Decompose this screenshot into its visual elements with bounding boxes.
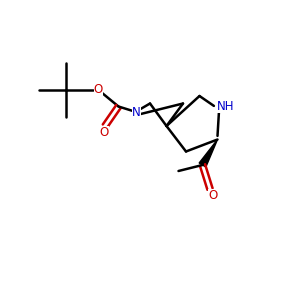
Polygon shape bbox=[199, 140, 218, 167]
Text: O: O bbox=[94, 83, 103, 96]
Text: O: O bbox=[100, 126, 109, 139]
Text: O: O bbox=[208, 189, 217, 202]
Text: NH: NH bbox=[217, 100, 235, 113]
Text: N: N bbox=[132, 106, 141, 119]
